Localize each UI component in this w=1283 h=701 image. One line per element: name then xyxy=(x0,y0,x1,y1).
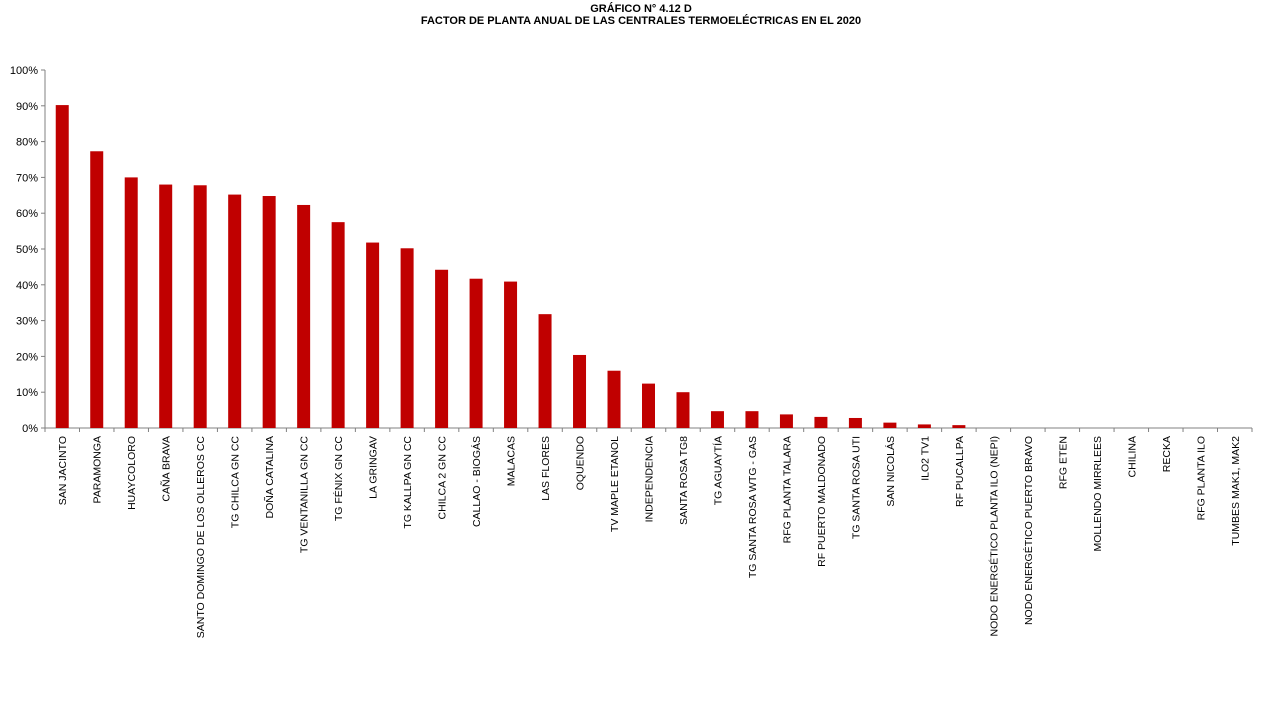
x-tick-label: TG SANTA ROSA UTI xyxy=(850,436,862,539)
bar xyxy=(573,354,587,428)
y-tick-label: 0% xyxy=(22,423,38,435)
bar xyxy=(124,177,138,428)
x-tick-label: OQUENDO xyxy=(575,436,587,490)
y-tick-label: 40% xyxy=(16,280,38,292)
x-tick-label: TG VENTANILLA GN CC xyxy=(299,436,311,553)
bar xyxy=(400,248,414,428)
x-tick-label: TUMBES MAK1, MAK2 xyxy=(1230,436,1242,546)
bar xyxy=(297,204,311,428)
x-tick-label: CALLAO - BIOGÁS xyxy=(470,436,483,527)
bar xyxy=(504,281,518,428)
bar xyxy=(814,416,828,428)
axes: 0% 10% 20% 30% 40% 50% 60% 70% 80% 90% 100% xyxy=(10,65,1253,435)
y-tick-label: 50% xyxy=(16,244,38,256)
x-tick-label: NODO ENERGÉTICO PUERTO BRAVO xyxy=(1022,436,1035,625)
x-tick-label: MOLLENDO MIRRLEES xyxy=(1092,436,1104,552)
x-tick-label: ILO2 TV1 xyxy=(919,436,931,481)
y-tick-label: 20% xyxy=(16,351,38,363)
x-tick-label: PARAMONGA xyxy=(92,436,104,503)
bar xyxy=(779,414,793,428)
x-tick-label: MALACAS xyxy=(506,436,518,486)
bar xyxy=(848,417,862,428)
x-tick-label: CAÑA BRAVA xyxy=(160,436,173,502)
y-tick-label: 80% xyxy=(16,137,38,149)
bar xyxy=(710,411,724,428)
bar xyxy=(228,194,242,428)
bar xyxy=(331,222,345,428)
chart-title: GRÁFICO N° 4.12 D xyxy=(590,2,692,15)
x-tick-label: RECKA xyxy=(1161,436,1173,472)
x-tick-label: SAN JACINTO xyxy=(57,436,69,505)
x-tick-label: RFG ETEN xyxy=(1057,436,1069,489)
bar xyxy=(538,314,552,428)
x-tick-label: CHILINA xyxy=(1126,436,1138,477)
bars xyxy=(55,105,966,429)
y-tick-label: 90% xyxy=(16,101,38,113)
bar xyxy=(193,185,207,428)
bar xyxy=(607,370,621,428)
x-tick-label: HUAYCOLORO xyxy=(126,436,138,510)
x-tick-label: CHILCA 2 GN CC xyxy=(437,436,449,520)
x-tick-label: RF PUCALLPA xyxy=(954,436,966,507)
category-labels: SAN JACINTO PARAMONGA HUAYCOLORO CAÑA BRAVA… xyxy=(57,436,1242,639)
x-tick-label: TV MAPLE ETANOL xyxy=(609,436,621,532)
x-tick-label: SAN NICOLÁS xyxy=(884,436,897,507)
x-tick-label: SANTO DOMINGO DE LOS OLLEROS CC xyxy=(195,436,207,639)
bar xyxy=(262,196,276,428)
x-tick-label: TG FÉNIX GN CC xyxy=(332,436,345,522)
y-tick-label: 60% xyxy=(16,208,38,220)
bar xyxy=(90,151,104,429)
bar xyxy=(642,383,655,428)
x-tick-label: RFG PLANTA TALARA xyxy=(781,436,793,543)
x-tick-label: TG AGUAYTÍA xyxy=(711,436,724,505)
x-tick-label: LAS FLORES xyxy=(540,436,552,501)
bar xyxy=(883,422,897,428)
x-tick-label: DOÑA CATALINA xyxy=(263,436,276,518)
x-tick-label: LA GRINGAV xyxy=(368,436,380,499)
bar xyxy=(952,425,966,428)
y-tick-label: 30% xyxy=(16,316,38,328)
y-tick-label: 100% xyxy=(10,65,38,77)
x-tick-label: TG KALLPA GN CC xyxy=(402,436,414,529)
y-tick-label: 70% xyxy=(16,172,38,184)
x-tick-label: RFG PLANTA ILO xyxy=(1195,436,1207,520)
x-tick-label: TG SANTA ROSA WTG - GAS xyxy=(747,436,759,578)
bar xyxy=(745,411,759,428)
chart-subtitle: FACTOR DE PLANTA ANUAL DE LAS CENTRALES … xyxy=(421,14,861,27)
x-tick-label: RF PUERTO MALDONADO xyxy=(816,436,828,567)
x-tick-label: TG CHILCA GN CC xyxy=(230,436,242,529)
bar xyxy=(55,105,69,429)
bar xyxy=(469,278,483,428)
bar xyxy=(435,269,449,428)
bar xyxy=(917,424,931,428)
x-tick-label: SANTA ROSA TG8 xyxy=(678,436,690,525)
y-tick-label: 10% xyxy=(16,387,38,399)
bar xyxy=(676,392,690,428)
x-tick-label: NODO ENERGÉTICO PLANTA ILO (NEPI) xyxy=(987,436,1000,637)
x-tick-label: INDEPENDENCIA xyxy=(644,436,656,522)
bar xyxy=(366,242,380,428)
bar xyxy=(159,184,173,428)
